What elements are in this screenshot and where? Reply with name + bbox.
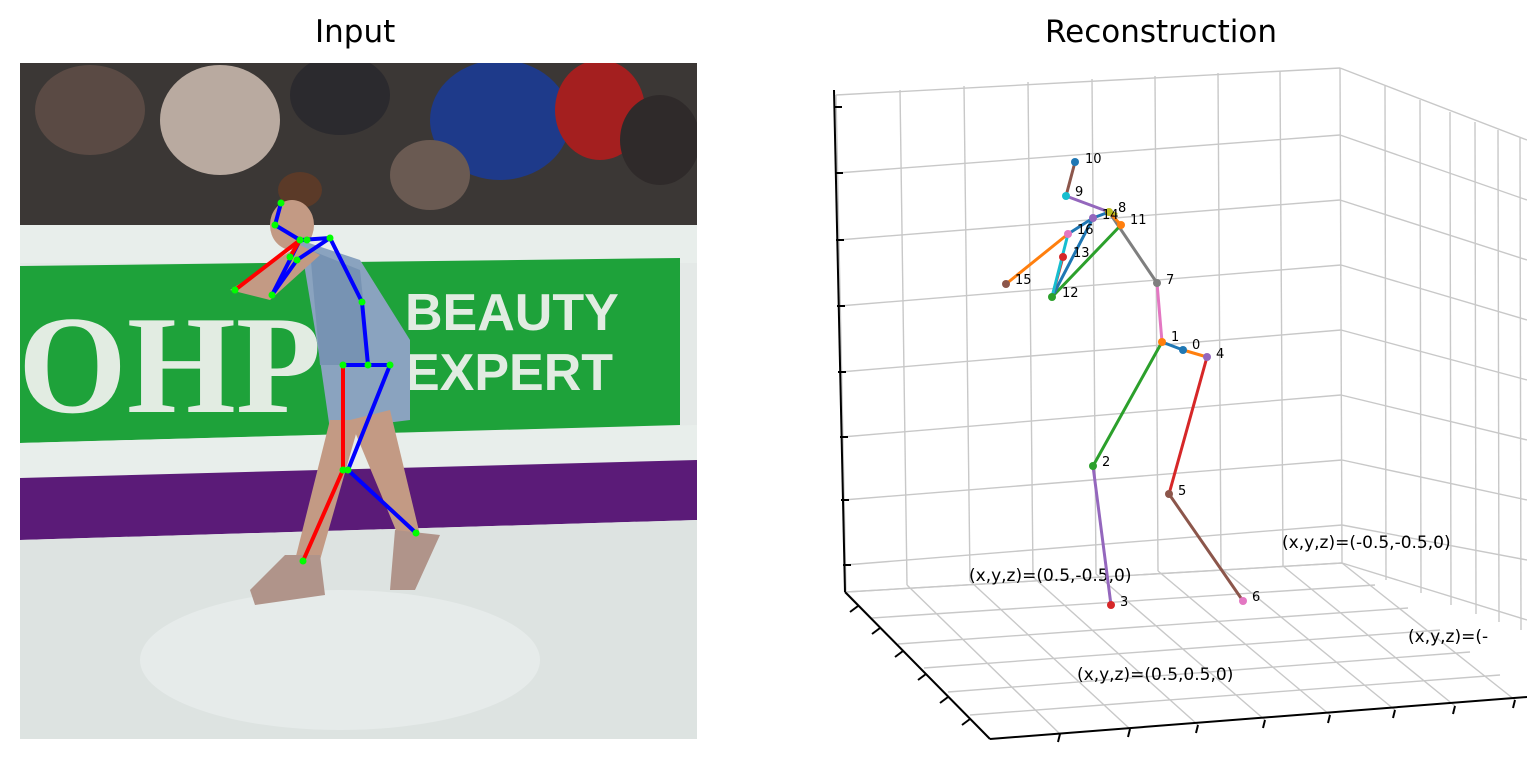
reconstruction-title: Reconstruction (1045, 14, 1278, 50)
board-text-ohp: OHP (18, 288, 321, 443)
skeleton-3d-joints (1002, 158, 1247, 609)
skeleton-joints (231, 199, 420, 565)
coord-label-1: (x,y,z)=(0.5,-0.5,0) (969, 566, 1131, 586)
joint-label-13: 13 (1073, 246, 1090, 261)
joint-label-15: 15 (1015, 273, 1032, 288)
board-text-beauty: BEAUTY (405, 284, 619, 342)
reconstruction-plot: (x,y,z)=(0.5,-0.5,0) (x,y,z)=(-0.5,-0.5,… (833, 67, 1527, 743)
joint-label-0: 0 (1192, 338, 1200, 353)
joint-label-6: 6 (1252, 590, 1260, 605)
joint-label-11: 11 (1130, 213, 1147, 228)
joint-label-1: 1 (1171, 330, 1179, 345)
joint-label-14: 14 (1102, 208, 1119, 223)
skeleton-3d (1004, 160, 1245, 607)
input-title: Input (315, 14, 396, 50)
coord-label-2: (x,y,z)=(-0.5,-0.5,0) (1282, 533, 1451, 553)
coord-label-4: (x,y,z)=(- (1408, 627, 1488, 647)
joint-labels: 0 1 2 3 4 5 6 7 8 9 10 11 12 13 14 15 16 (1015, 152, 1260, 610)
joint-label-9: 9 (1075, 185, 1083, 200)
coord-label-3: (x,y,z)=(0.5,0.5,0) (1077, 665, 1233, 685)
joint-label-12: 12 (1062, 286, 1079, 301)
grid-lines (835, 67, 1527, 740)
joint-label-5: 5 (1178, 484, 1186, 499)
joint-label-3: 3 (1120, 595, 1128, 610)
joint-label-2: 2 (1102, 455, 1110, 470)
joint-label-10: 10 (1085, 152, 1102, 167)
joint-label-7: 7 (1166, 273, 1174, 288)
input-photo: OHP BEAUTY EXPERT (18, 63, 697, 739)
board-text-expert: EXPERT (405, 344, 613, 402)
joint-label-16: 16 (1077, 223, 1094, 238)
joint-label-4: 4 (1216, 347, 1224, 362)
axis-lines (833, 89, 1527, 743)
joint-label-8: 8 (1118, 201, 1126, 216)
